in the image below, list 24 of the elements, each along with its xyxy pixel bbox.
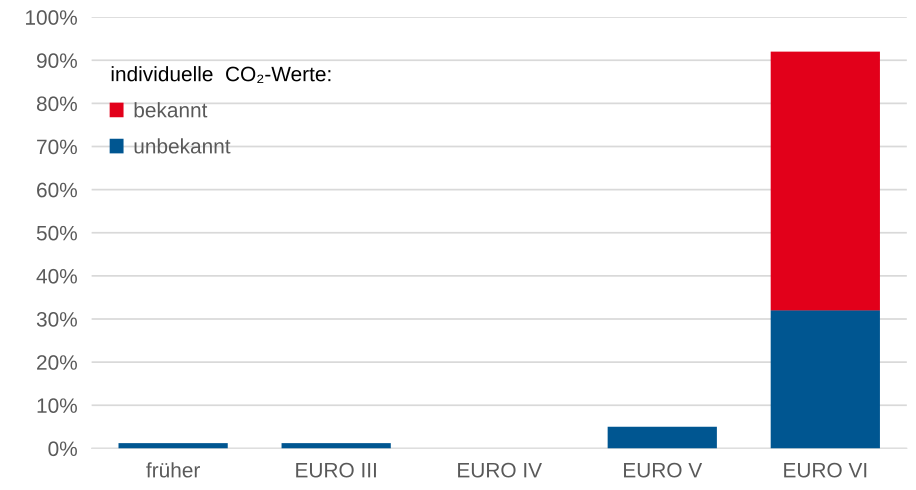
bar xyxy=(118,443,228,448)
y-tick-label: 90% xyxy=(36,53,77,68)
x-tick-label: EURO IV xyxy=(458,462,542,478)
y-tick-label: 30% xyxy=(36,312,77,327)
x-tick-label: früher xyxy=(146,462,200,478)
y-tick-label: 60% xyxy=(37,182,77,198)
legend-title: individuelle CO₂-Werte: xyxy=(112,66,330,83)
bar xyxy=(608,426,717,448)
y-tick-label: 70% xyxy=(37,140,77,154)
y-tick-label: 100% xyxy=(26,10,77,25)
y-tick-label: 20% xyxy=(37,355,77,370)
y-tick-label: 40% xyxy=(36,268,77,284)
x-tick-label: EURO III xyxy=(296,462,376,478)
y-tick-label: 80% xyxy=(36,96,77,112)
legend-label: unbekannt xyxy=(134,138,230,154)
y-tick-label: 50% xyxy=(36,226,77,241)
y-tick-label: 10% xyxy=(38,398,77,413)
x-tick-label: EURO VI xyxy=(784,462,866,478)
bar xyxy=(770,52,880,310)
x-tick-label: EURO V xyxy=(624,462,702,478)
legend-label: bekannt xyxy=(134,102,208,118)
bar xyxy=(770,310,880,448)
bar xyxy=(282,443,391,448)
y-tick-label: 0% xyxy=(48,441,77,456)
